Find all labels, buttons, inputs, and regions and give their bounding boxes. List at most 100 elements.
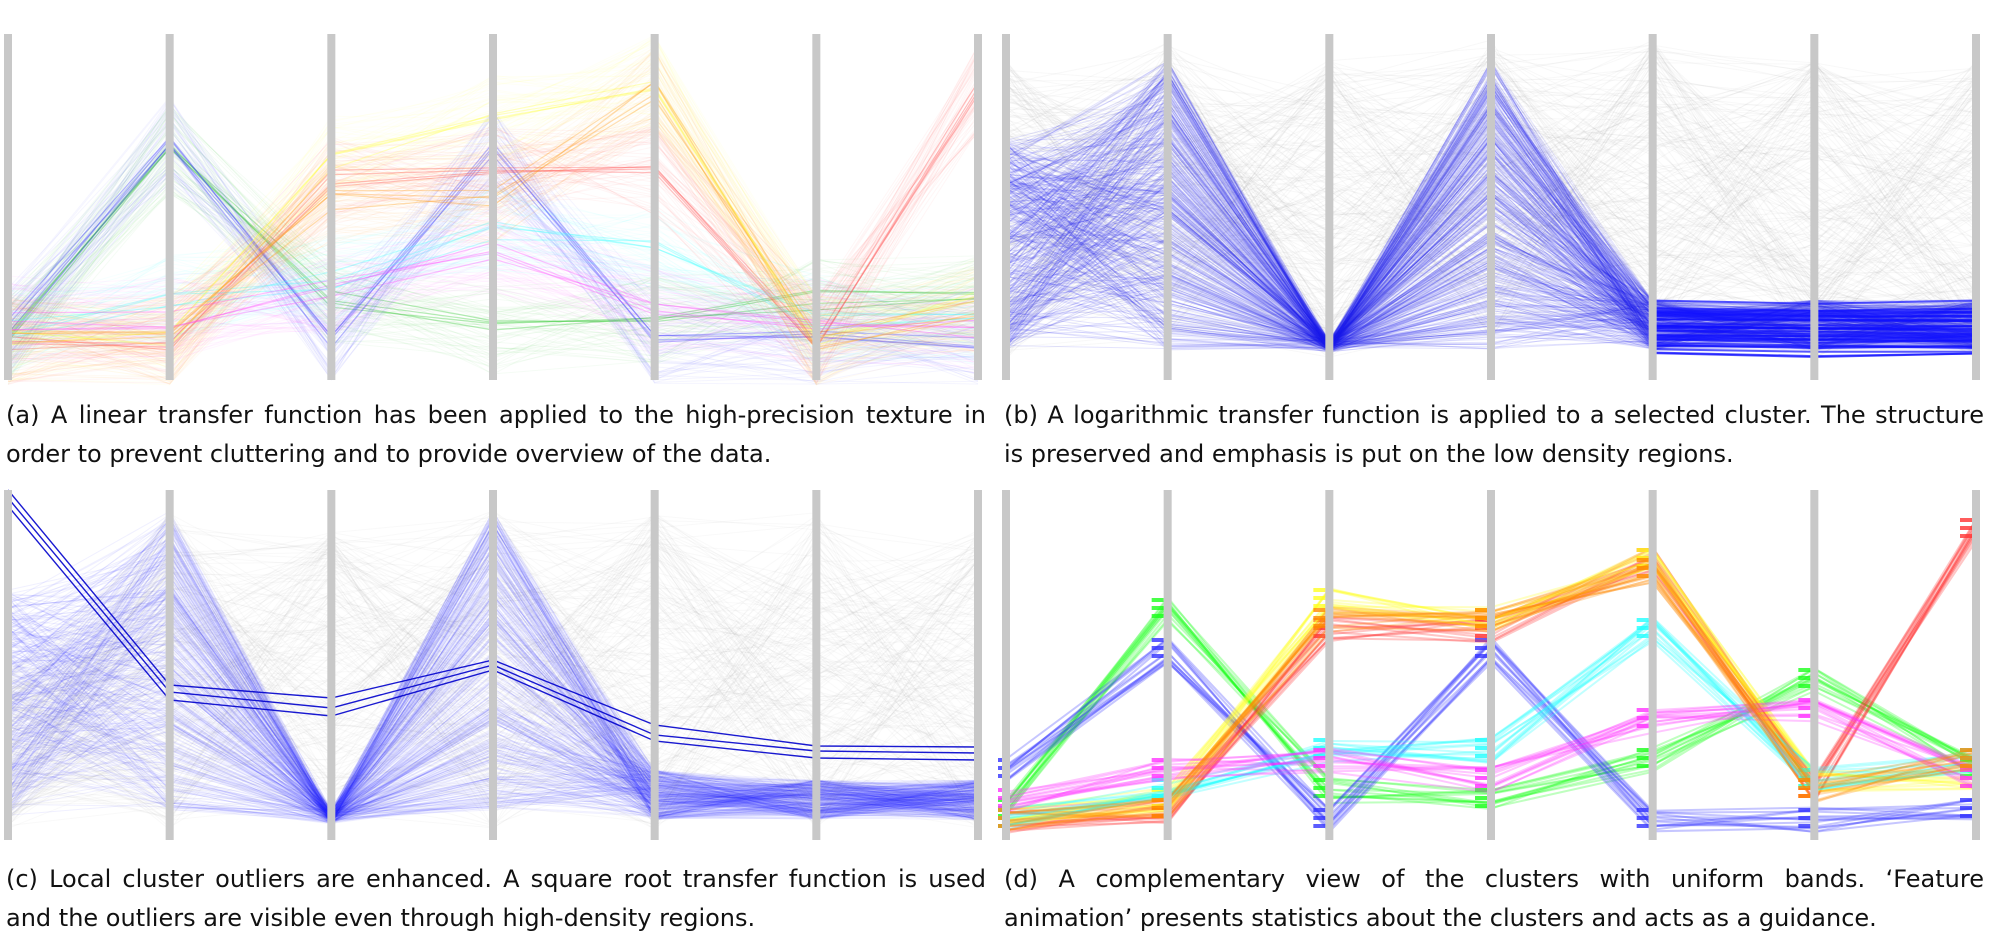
feature-marker bbox=[1475, 646, 1487, 650]
feature-marker bbox=[1636, 548, 1649, 552]
feature-marker bbox=[1798, 676, 1811, 680]
caption-c: (c) Local cluster outliers are enhanced.… bbox=[6, 865, 986, 932]
axis-3 bbox=[327, 34, 336, 380]
figure-panel-c: (c) Local cluster outliers are enhanced.… bbox=[0, 470, 986, 932]
feature-marker bbox=[1313, 794, 1326, 798]
figure-panel-d: (d) A complementary view of the clusters… bbox=[998, 470, 1984, 932]
feature-marker bbox=[1636, 626, 1649, 630]
feature-marker bbox=[1960, 764, 1972, 768]
feature-marker bbox=[998, 774, 1002, 778]
feature-marker bbox=[998, 758, 1002, 762]
feature-marker bbox=[998, 824, 1002, 828]
feature-marker bbox=[1151, 638, 1164, 642]
feature-marker bbox=[1475, 608, 1487, 612]
feature-marker bbox=[1636, 824, 1649, 828]
feature-marker bbox=[1313, 786, 1326, 790]
feature-marker bbox=[1151, 774, 1164, 778]
feature-marker bbox=[1798, 668, 1811, 672]
feature-marker bbox=[1475, 616, 1487, 620]
feature-marker bbox=[998, 808, 1002, 812]
feature-marker bbox=[1475, 768, 1487, 772]
axis-7 bbox=[974, 34, 982, 380]
axis-2 bbox=[1163, 34, 1172, 380]
caption-a: (a) A linear transfer function has been … bbox=[6, 401, 986, 468]
feature-marker bbox=[1636, 764, 1649, 768]
axis-7 bbox=[1972, 490, 1980, 840]
feature-marker bbox=[1798, 816, 1811, 820]
axis-5 bbox=[650, 34, 659, 380]
feature-marker bbox=[1798, 786, 1811, 790]
feature-marker bbox=[1151, 606, 1164, 610]
feature-marker bbox=[1798, 714, 1811, 718]
feature-marker bbox=[1960, 784, 1972, 788]
figure-panel-b: (b) A logarithmic transfer function is a… bbox=[998, 0, 1984, 468]
feature-marker bbox=[1475, 654, 1487, 658]
feature-marker bbox=[998, 796, 1002, 800]
figure-panel-a: (a) A linear transfer function has been … bbox=[0, 0, 986, 468]
feature-marker bbox=[1313, 778, 1326, 782]
axis-1 bbox=[4, 490, 12, 840]
feature-marker bbox=[1960, 756, 1972, 760]
feature-marker bbox=[998, 804, 1002, 808]
feature-marker bbox=[1636, 566, 1649, 570]
axis-2 bbox=[165, 34, 174, 380]
feature-marker bbox=[998, 788, 1002, 792]
feature-marker bbox=[1151, 778, 1164, 782]
axis-5 bbox=[650, 490, 659, 840]
axis-2 bbox=[165, 490, 174, 840]
feature-marker bbox=[998, 816, 1002, 820]
feature-marker bbox=[1151, 786, 1164, 790]
axis-4 bbox=[1487, 490, 1495, 840]
feature-marker bbox=[1636, 748, 1649, 752]
feature-marker bbox=[1960, 768, 1972, 772]
feature-marker bbox=[1960, 534, 1972, 538]
feature-marker bbox=[998, 766, 1002, 770]
feature-marker bbox=[1960, 798, 1972, 802]
feature-marker bbox=[1960, 814, 1972, 818]
feature-marker bbox=[1798, 808, 1811, 812]
feature-marker bbox=[1475, 754, 1487, 758]
axis-1 bbox=[1002, 490, 1010, 840]
caption-d: (d) A complementary view of the clusters… bbox=[1004, 865, 1984, 932]
axis-2 bbox=[1163, 490, 1172, 840]
caption-b: (b) A logarithmic transfer function is a… bbox=[1004, 401, 1984, 468]
feature-marker bbox=[1636, 756, 1649, 760]
axis-4 bbox=[1487, 34, 1495, 380]
axis-1 bbox=[4, 34, 12, 380]
parallel-coordinates-plot-d bbox=[998, 490, 1980, 840]
axis-3 bbox=[1325, 490, 1334, 840]
feature-marker bbox=[1313, 608, 1326, 612]
parallel-coordinates-plot-a bbox=[4, 34, 982, 386]
feature-marker bbox=[1475, 624, 1487, 628]
feature-marker bbox=[1313, 634, 1326, 638]
axis-3 bbox=[1325, 34, 1334, 380]
feature-marker bbox=[1151, 614, 1164, 618]
feature-marker bbox=[1960, 748, 1972, 752]
feature-marker bbox=[1960, 518, 1972, 522]
axis-4 bbox=[489, 34, 497, 380]
feature-marker bbox=[1151, 646, 1164, 650]
feature-marker bbox=[1313, 616, 1326, 620]
feature-marker bbox=[1636, 716, 1649, 720]
feature-marker bbox=[1475, 796, 1487, 800]
axis-4 bbox=[489, 490, 497, 840]
feature-marker bbox=[1636, 634, 1649, 638]
feature-marker bbox=[1636, 558, 1649, 562]
feature-marker bbox=[1798, 706, 1811, 710]
parallel-coordinates-plot-b bbox=[1002, 34, 1980, 380]
axis-7 bbox=[1972, 34, 1980, 380]
axis-5 bbox=[1648, 490, 1657, 840]
feature-marker bbox=[1475, 784, 1487, 788]
feature-marker bbox=[1313, 596, 1326, 600]
feature-marker bbox=[1636, 574, 1649, 578]
feature-marker bbox=[1313, 624, 1326, 628]
feature-marker bbox=[1636, 816, 1649, 820]
feature-marker bbox=[1151, 766, 1164, 770]
axis-6 bbox=[812, 490, 821, 840]
feature-marker bbox=[1151, 758, 1164, 762]
feature-marker bbox=[1960, 806, 1972, 810]
feature-marker bbox=[1313, 824, 1326, 828]
feature-marker bbox=[1636, 618, 1649, 622]
feature-marker bbox=[1313, 808, 1326, 812]
feature-marker bbox=[1798, 684, 1811, 688]
